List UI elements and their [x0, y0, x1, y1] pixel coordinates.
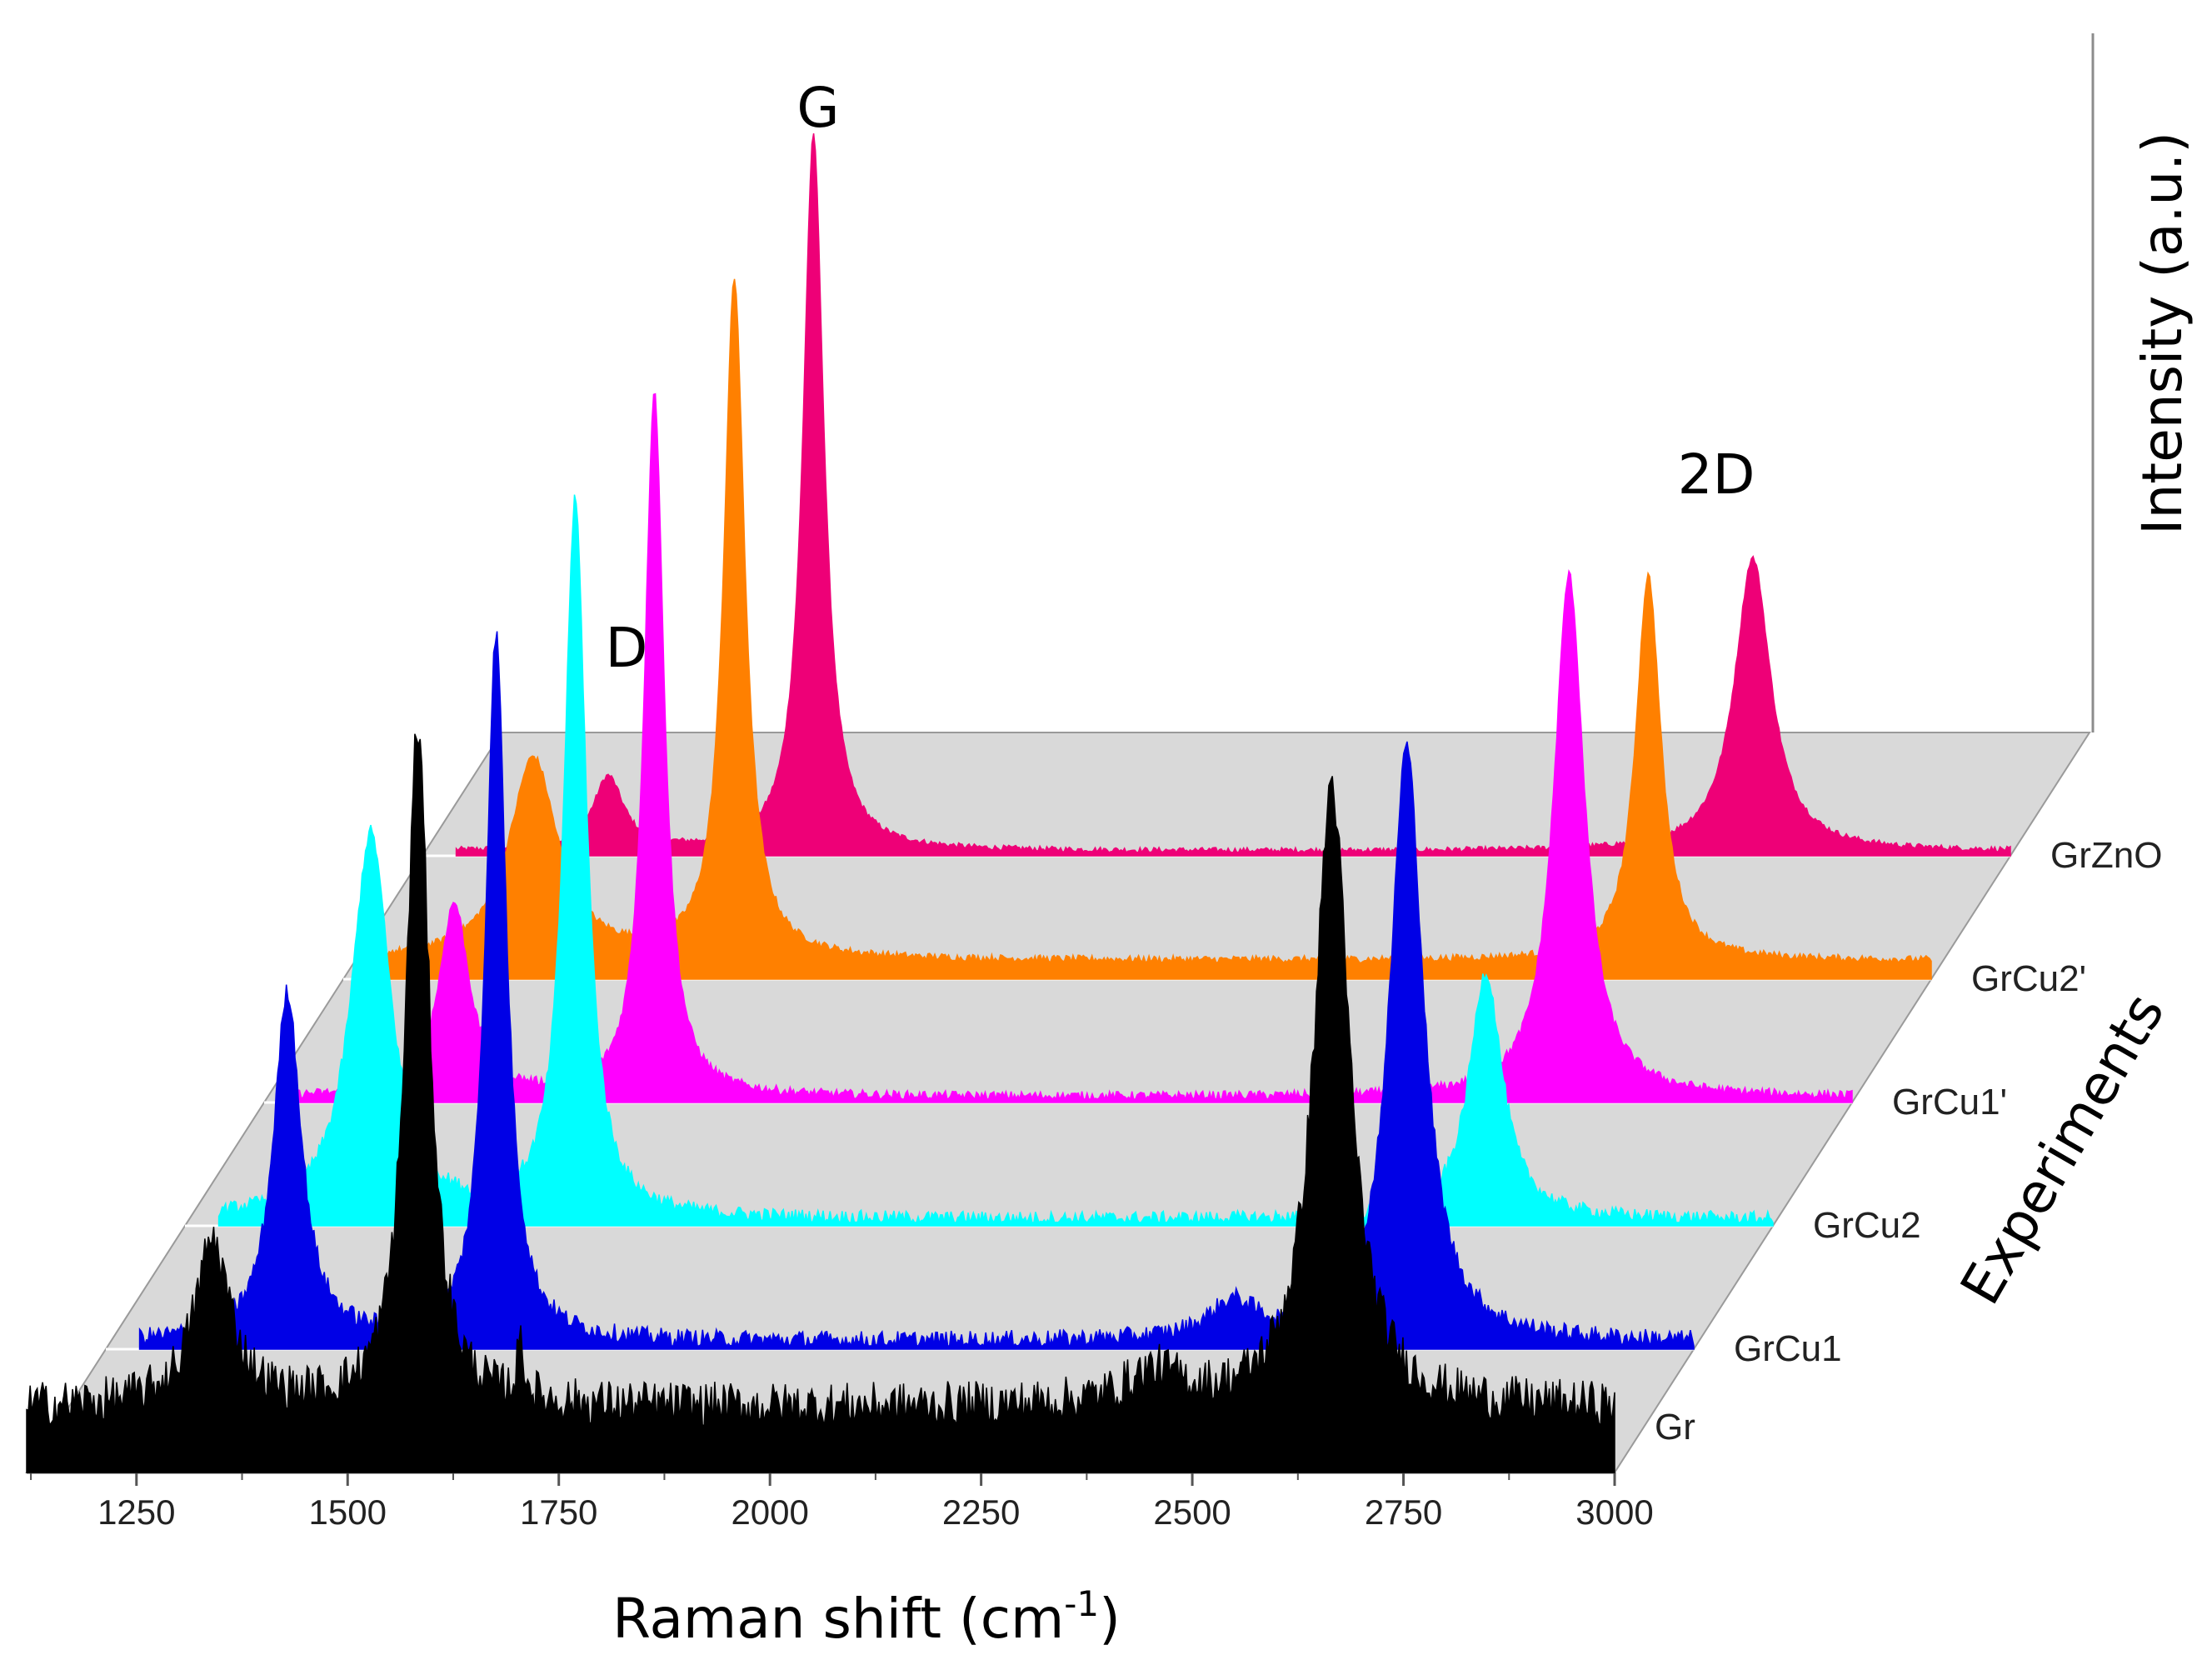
series-gr	[26, 733, 1615, 1473]
series-label: GrCu2	[1813, 1205, 1921, 1246]
x-tick-label: 1500	[309, 1492, 387, 1532]
peak-label-2D: 2D	[1678, 442, 1755, 507]
x-tick-label: 2250	[942, 1492, 1020, 1532]
z-axis-title: Experiments	[1948, 982, 2177, 1315]
axes: 1250 1500 1750 2000 2250 2500 2750 3000	[27, 1471, 1654, 1532]
x-axis-title: Raman shift (cm-1)	[612, 1583, 1121, 1651]
series-area	[26, 733, 1615, 1473]
peak-label-D: D	[606, 616, 648, 680]
x-tick-label: 1750	[520, 1492, 597, 1532]
series-layer	[26, 132, 2011, 1473]
x-tick-label: 2750	[1365, 1492, 1442, 1532]
series-label: Gr	[1655, 1407, 1695, 1448]
y-axis-title: Intensity (a.u.)	[2130, 132, 2195, 535]
series-label: GrZnO	[2050, 835, 2162, 876]
x-tick-label: 2000	[731, 1492, 808, 1532]
series-label: GrCu1'	[1892, 1082, 2007, 1122]
series-label: GrCu2'	[1971, 958, 2086, 999]
x-tick-label: 3000	[1575, 1492, 1653, 1532]
x-tick-label: 1250	[97, 1492, 175, 1532]
x-tick-label: 2500	[1153, 1492, 1231, 1532]
peak-label-G: G	[796, 76, 839, 140]
series-label: GrCu1	[1734, 1328, 1842, 1369]
